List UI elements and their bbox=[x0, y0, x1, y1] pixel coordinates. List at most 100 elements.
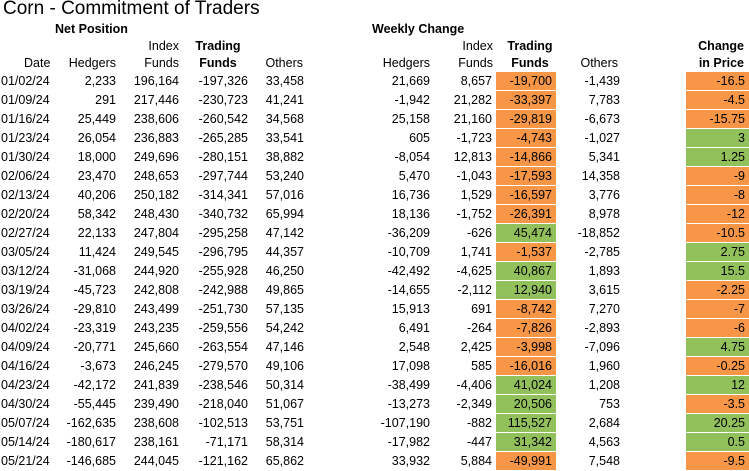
cell-net-index-funds: 238,161 bbox=[133, 435, 179, 449]
cell-net-hedgers: -45,723 bbox=[73, 283, 116, 297]
cell-chg-index-funds: 21,282 bbox=[453, 93, 492, 107]
cell-gap bbox=[624, 110, 686, 129]
cell-net-hedgers: 26,054 bbox=[77, 131, 116, 145]
cell-net-others: 54,242 bbox=[265, 321, 304, 335]
cell-chg-trading-funds: -8,742 bbox=[496, 299, 556, 319]
cell-date: 04/02/24 bbox=[1, 321, 50, 335]
cell-chg-hedgers: 18,136 bbox=[391, 207, 430, 221]
table-row: 04/23/24 -42,172 241,839 -238,546 50,314 -38,… bbox=[0, 375, 749, 395]
cell-chg-others: 5,341 bbox=[588, 150, 620, 164]
header-net-hedgers: Hedgers bbox=[68, 56, 116, 70]
cell-net-others: 50,314 bbox=[265, 378, 304, 392]
cell-net-trading-funds: -279,570 bbox=[198, 359, 248, 373]
cell-chg-others: -2,785 bbox=[584, 245, 620, 259]
cell-date: 04/30/24 bbox=[1, 397, 50, 411]
cell-net-others: 57,135 bbox=[265, 302, 304, 316]
cell-chg-trading-funds: -14,866 bbox=[496, 147, 556, 167]
cell-chg-hedgers: 15,913 bbox=[391, 302, 430, 316]
cell-chg-hedgers: -36,209 bbox=[387, 226, 430, 240]
header-chg-others: Others bbox=[580, 56, 618, 70]
table-row: 01/02/24 2,233 196,164 -197,326 33,458 21,669… bbox=[0, 72, 749, 91]
cell-net-others: 49,865 bbox=[265, 283, 304, 297]
cell-change-in-price: 20.25 bbox=[686, 413, 749, 433]
cell-net-index-funds: 238,606 bbox=[133, 112, 179, 126]
cell-net-index-funds: 238,608 bbox=[133, 416, 179, 430]
cell-chg-hedgers: 5,470 bbox=[398, 169, 430, 183]
cell-chg-hedgers: -14,655 bbox=[387, 283, 430, 297]
cell-net-hedgers: -180,617 bbox=[66, 435, 116, 449]
cell-net-hedgers: -31,068 bbox=[73, 264, 116, 278]
cell-net-trading-funds: -340,732 bbox=[198, 207, 248, 221]
cell-date: 05/07/24 bbox=[1, 416, 50, 430]
cell-net-others: 33,458 bbox=[265, 74, 304, 89]
cell-net-index-funds: 245,660 bbox=[133, 340, 179, 354]
header-chg-trading-1: Trading bbox=[507, 39, 553, 53]
cell-chg-others: -1,439 bbox=[584, 74, 620, 89]
cell-net-hedgers: -23,319 bbox=[73, 321, 116, 335]
cell-chg-others: 4,563 bbox=[588, 435, 620, 449]
cell-gap bbox=[624, 224, 686, 243]
cell-gap bbox=[624, 205, 686, 224]
cell-net-others: 34,568 bbox=[265, 112, 304, 126]
cell-change-in-price: -2.25 bbox=[686, 280, 749, 300]
cell-chg-others: 1,208 bbox=[588, 378, 620, 392]
cell-net-hedgers: 11,424 bbox=[78, 245, 116, 259]
cell-gap bbox=[624, 395, 686, 414]
cell-chg-index-funds: -882 bbox=[466, 416, 492, 430]
cell-net-others: 53,240 bbox=[265, 169, 304, 183]
cell-net-trading-funds: -263,554 bbox=[198, 340, 248, 354]
cell-chg-index-funds: 2,425 bbox=[460, 340, 492, 354]
cell-chg-trading-funds: -33,397 bbox=[496, 90, 556, 110]
cell-change-in-price: -4.5 bbox=[686, 90, 749, 110]
cell-date: 04/16/24 bbox=[1, 359, 50, 373]
cell-gap bbox=[624, 452, 686, 471]
cell-net-hedgers: -20,771 bbox=[73, 340, 116, 354]
table-row: 05/21/24 -146,685 244,045 -121,162 65,862 33,… bbox=[0, 451, 749, 471]
table-row: 02/27/24 22,133 247,804 -295,258 47,142 -36,2… bbox=[0, 223, 749, 243]
cell-chg-index-funds: -1,043 bbox=[456, 169, 492, 183]
cell-net-others: 47,142 bbox=[265, 226, 304, 240]
header-date: Date bbox=[24, 56, 51, 70]
cell-date: 01/30/24 bbox=[1, 150, 50, 164]
cell-net-others: 44,357 bbox=[265, 245, 304, 259]
table-row: 04/09/24 -20,771 245,660 -263,554 47,146 2,54… bbox=[0, 337, 749, 357]
cell-chg-others: 1,893 bbox=[588, 264, 620, 278]
cell-net-trading-funds: -230,723 bbox=[198, 93, 248, 107]
cell-net-others: 49,106 bbox=[265, 359, 304, 373]
cell-chg-index-funds: 585 bbox=[471, 359, 492, 373]
cell-net-index-funds: 196,164 bbox=[133, 74, 179, 89]
cell-net-trading-funds: -218,040 bbox=[198, 397, 248, 411]
cell-chg-trading-funds: -19,700 bbox=[496, 72, 556, 91]
cell-change-in-price: -6 bbox=[686, 318, 749, 338]
table-row: 01/09/24 291 217,446 -230,723 41,241 -1,942 21… bbox=[0, 90, 749, 110]
cell-chg-trading-funds: 45,474 bbox=[496, 223, 556, 243]
cell-chg-trading-funds: -16,016 bbox=[496, 356, 556, 376]
header-net-index-1: Index bbox=[148, 39, 179, 53]
cell-net-hedgers: -3,673 bbox=[80, 359, 116, 373]
header-chg-trading-2: Funds bbox=[511, 56, 549, 70]
cell-chg-index-funds: 1,741 bbox=[460, 245, 492, 259]
cell-chg-others: -2,893 bbox=[584, 321, 620, 335]
cell-net-trading-funds: -251,730 bbox=[198, 302, 248, 316]
cell-chg-hedgers: -10,709 bbox=[387, 245, 430, 259]
cell-gap bbox=[624, 338, 686, 357]
cell-change-in-price: -12 bbox=[686, 204, 749, 224]
cell-net-hedgers: 58,342 bbox=[77, 207, 116, 221]
cell-chg-index-funds: -264 bbox=[466, 321, 492, 335]
section-net-position: Net Position bbox=[55, 22, 128, 36]
cell-date: 04/23/24 bbox=[1, 378, 50, 392]
cell-change-in-price: -7 bbox=[686, 299, 749, 319]
cell-net-hedgers: 291 bbox=[95, 93, 116, 107]
cell-net-others: 41,241 bbox=[265, 93, 304, 107]
cell-chg-trading-funds: -49,991 bbox=[496, 451, 556, 471]
cell-date: 02/20/24 bbox=[1, 207, 50, 221]
table-row: 01/23/24 26,054 236,883 -265,285 33,541 605 -1… bbox=[0, 128, 749, 148]
cell-chg-others: 3,615 bbox=[588, 283, 620, 297]
cell-change-in-price: 4.75 bbox=[686, 337, 749, 357]
cell-net-index-funds: 246,245 bbox=[133, 359, 179, 373]
cell-net-trading-funds: -280,151 bbox=[198, 150, 248, 164]
cell-net-others: 33,541 bbox=[265, 131, 304, 145]
cell-date: 02/13/24 bbox=[1, 188, 50, 202]
sheet-title: Corn - Commitment of Traders bbox=[3, 0, 260, 19]
table-row: 04/02/24 -23,319 243,235 -259,556 54,242 6,49… bbox=[0, 318, 749, 338]
